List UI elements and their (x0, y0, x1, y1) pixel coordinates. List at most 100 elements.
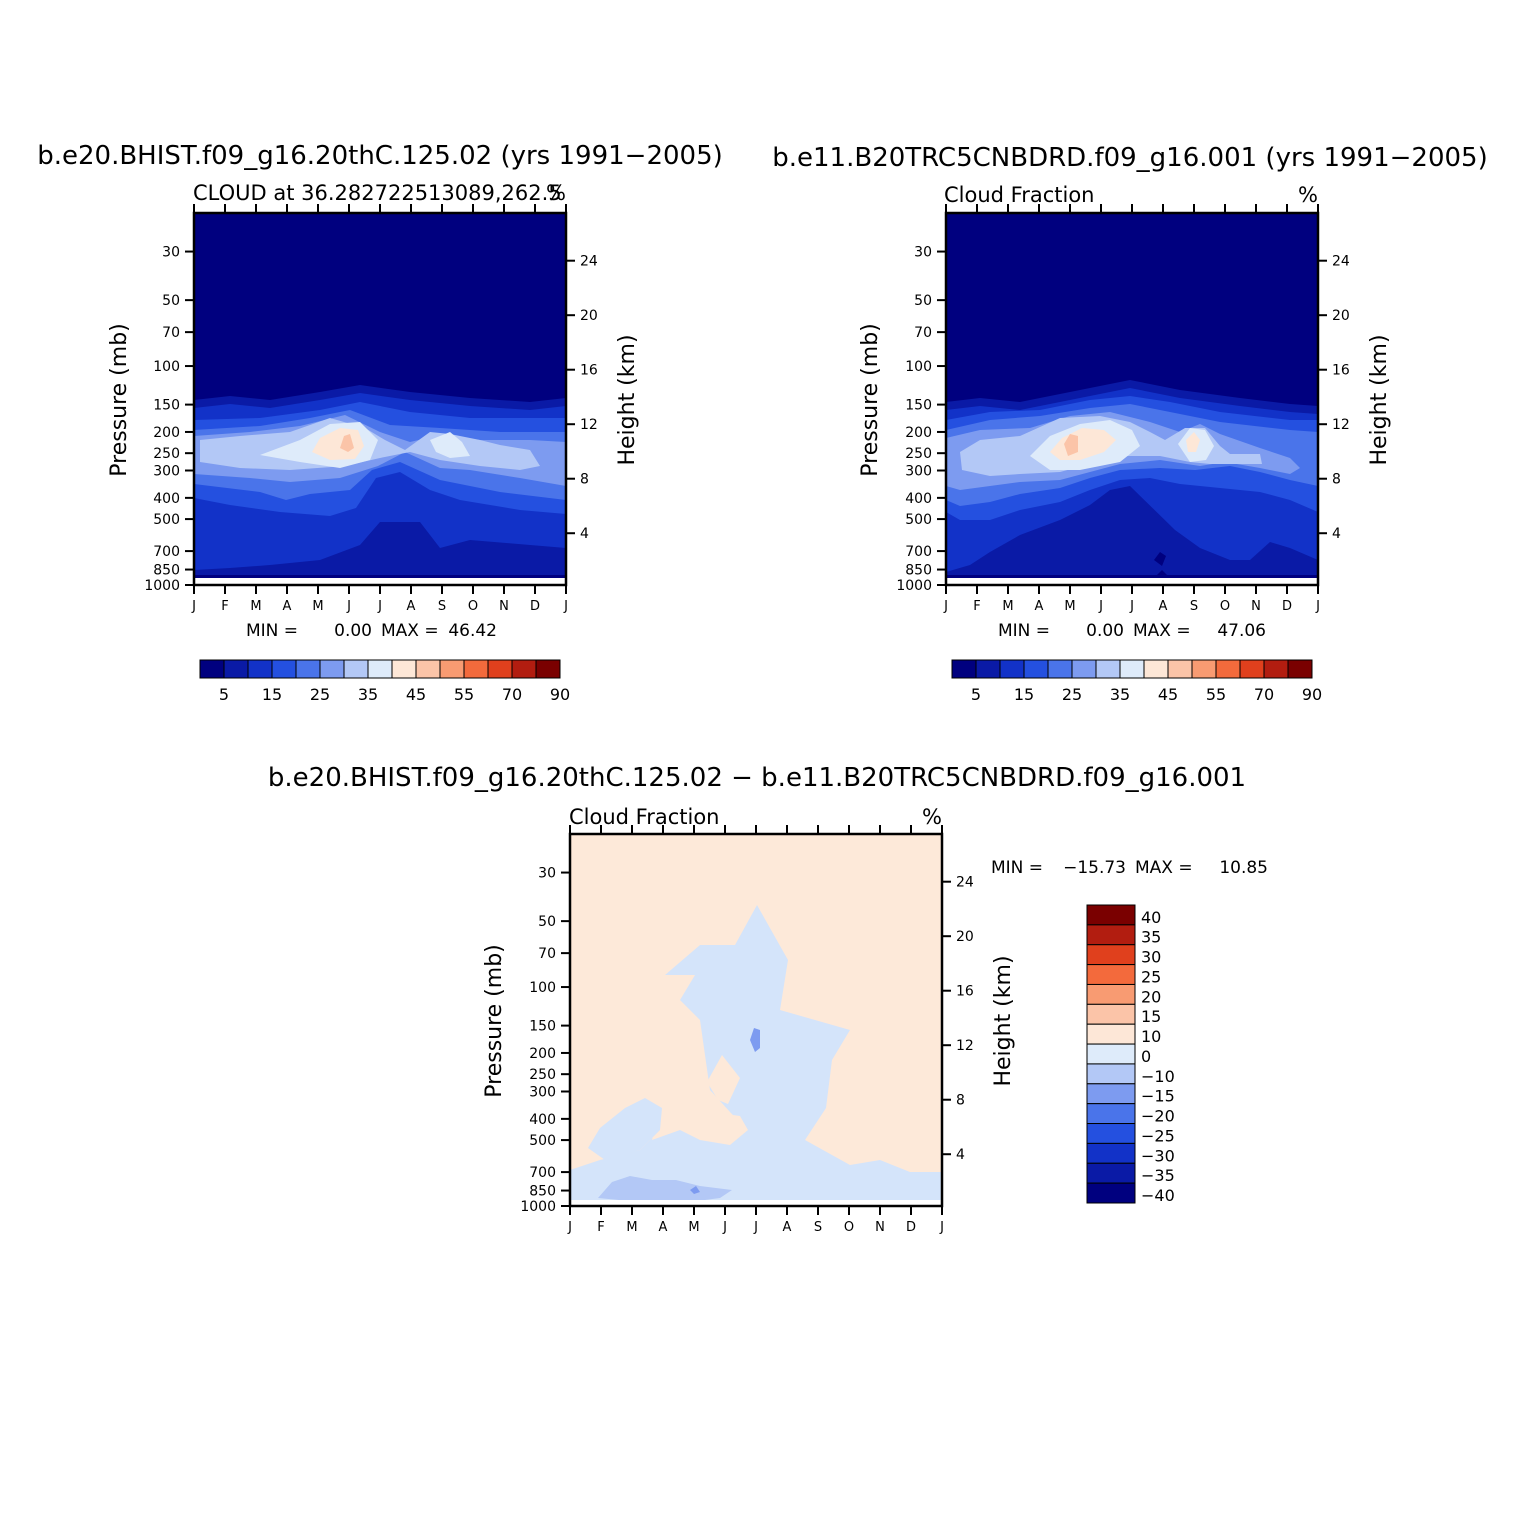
panel-3-colorbar-swatch (1086, 904, 1136, 926)
panel-3-xtick-label: J (567, 1220, 572, 1235)
panel-2-xtick-label: F (973, 599, 980, 614)
panel-1-xtick-label: A (407, 599, 416, 614)
panel-3-colorbar-label: −10 (1141, 1067, 1175, 1086)
panel-3-max-value: 10.85 (1219, 858, 1268, 878)
panel-2-ytick-label: 30 (914, 245, 932, 261)
panel-2-ytick-label: 1000 (896, 578, 932, 594)
panel-2-y2tick-label: 24 (1332, 254, 1350, 270)
panel-2-contour-45 (1050, 428, 1116, 460)
panel-3-colorbar-swatch (1086, 1043, 1136, 1065)
panel-2-xtick-label: M (1002, 599, 1013, 614)
panel-1-xtick-label: S (438, 599, 446, 614)
panel-3-colorbar-label: 40 (1141, 908, 1161, 927)
panel-2-colorbar-swatch (1143, 659, 1169, 679)
panel-1-y2tick-label: 20 (580, 308, 598, 324)
panel-3-y2tick-label: 8 (956, 1093, 965, 1109)
panel-1-xtick-label: F (221, 599, 228, 614)
panel-1-colorbar-swatch (391, 659, 417, 679)
panel-3-xtick-label: N (875, 1220, 885, 1235)
panel-1-colorbar-label: 25 (310, 685, 330, 704)
panel-1-xtick-label: J (563, 599, 568, 614)
panel-3-xtick-label: M (626, 1220, 637, 1235)
panel-1-surface-band (194, 578, 566, 584)
panel-3-colorbar-label: 30 (1141, 948, 1161, 967)
panel-3-xtick-label: D (906, 1220, 916, 1235)
panel-2-colorbar-label: 15 (1014, 685, 1034, 704)
panel-2-min-value: 0.00 (1086, 621, 1124, 641)
panel-1-ytick-label: 700 (153, 544, 180, 560)
panel-1-y2label: Height (km) (615, 334, 640, 465)
panel-1-min-label: MIN = (246, 621, 298, 641)
panel-3-xtick-label: A (659, 1220, 668, 1235)
panel-2-y2tick-label: 8 (1332, 472, 1341, 488)
panel-3-title: b.e20.BHIST.f09_g16.20thC.125.02 − b.e11… (268, 763, 1246, 793)
panel-3-min-value: −15.73 (1063, 858, 1126, 878)
panel-1-y2tick-label: 8 (580, 472, 589, 488)
panel-2-colorbar-label: 55 (1206, 685, 1226, 704)
panel-2-title: b.e11.B20TRC5CNBDRD.f09_g16.001 (yrs 199… (772, 143, 1487, 173)
panel-1-colorbar-swatch (487, 659, 513, 679)
panel-2-colorbar-swatch (1287, 659, 1313, 679)
panel-2-colorbar-label: 35 (1110, 685, 1130, 704)
panel-2-colorbar-swatch (1191, 659, 1217, 679)
panel-2-y2tick-label: 16 (1332, 363, 1350, 379)
panel-3-ylabel: Pressure (mb) (482, 944, 507, 1098)
panel-1-max-label: MAX = (381, 621, 439, 641)
panel-2-y2tick-label: 20 (1332, 308, 1350, 324)
panel-3-subtitle: Cloud Fraction (569, 805, 720, 829)
panel-2-xtick-label: J (943, 599, 948, 614)
panel-3-xtick-label: O (844, 1220, 854, 1235)
panel-1-ytick-label: 150 (153, 398, 180, 414)
panel-1-colorbar-swatch (535, 659, 561, 679)
panel-3-colorbar-label: −20 (1141, 1107, 1175, 1126)
panel-3-xtick-label: J (753, 1220, 758, 1235)
panel-1: b.e20.BHIST.f09_g16.20thC.125.02 (yrs 19… (37, 141, 723, 704)
panel-1-ytick-label: 1000 (144, 578, 180, 594)
panel-3-colorbar-label: 35 (1141, 928, 1161, 947)
panel-1-colorbar-swatch (223, 659, 249, 679)
panel-3-y2tick-label: 20 (956, 929, 974, 945)
panel-3-colorbar-label: −25 (1141, 1126, 1175, 1145)
panel-2-ytick-label: 70 (914, 325, 932, 341)
panel-3-ytick-label: 70 (538, 946, 556, 962)
panel-2-colorbar-swatch (1119, 659, 1145, 679)
panel-1-colorbar: 5 15 25 35 45 55 70 90 (199, 659, 570, 704)
panel-3-colorbar-swatch (1086, 1063, 1136, 1085)
panel-1-colorbar-swatch (295, 659, 321, 679)
panel-2-xtick-label: M (1064, 599, 1075, 614)
panel-2-ytick-label: 250 (905, 446, 932, 462)
panel-1-xtick-label: D (530, 599, 540, 614)
panel-3-positive-hole (707, 1055, 740, 1104)
panel-3-ytick-label: 700 (529, 1165, 556, 1181)
panel-2-xtick-label: J (1315, 599, 1320, 614)
panel-2-colorbar-label: 25 (1062, 685, 1082, 704)
panel-3-colorbar-label: −15 (1141, 1087, 1175, 1106)
panel-1-colorbar-swatch (367, 659, 393, 679)
panel-2-ytick-label: 400 (905, 491, 932, 507)
panel-2-colorbar-label: 5 (971, 685, 981, 704)
panel-3-colorbar-swatch (1086, 1182, 1136, 1204)
panel-1-y2tick-label: 12 (580, 417, 598, 433)
panel-3-xtick-label: J (939, 1220, 944, 1235)
panel-2-ytick-label: 850 (905, 563, 932, 579)
panel-2-min-label: MIN = (998, 621, 1050, 641)
panel-2-ytick-label: 500 (905, 512, 932, 528)
panel-1-colorbar-swatch (247, 659, 273, 679)
panel-3-ytick-label: 400 (529, 1112, 556, 1128)
panel-2-xtick-label: A (1159, 599, 1168, 614)
panel-1-min-value: 0.00 (334, 621, 372, 641)
panel-2-xtick-label: N (1251, 599, 1261, 614)
panel-3-ytick-label: 30 (538, 866, 556, 882)
panel-3-colorbar-label: 15 (1141, 1007, 1161, 1026)
panel-1-ytick-label: 50 (162, 293, 180, 309)
panel-2-ytick-label: 50 (914, 293, 932, 309)
panel-2-ytick-label: 150 (905, 398, 932, 414)
panel-3-colorbar-swatch (1086, 944, 1136, 966)
panel-1-colorbar-label: 90 (550, 685, 570, 704)
panel-1-xtick-label: J (346, 599, 351, 614)
panel-1-y2tick-label: 16 (580, 363, 598, 379)
panel-3-negative-region (570, 905, 942, 1202)
panel-3-negative-cell2 (690, 1186, 700, 1194)
